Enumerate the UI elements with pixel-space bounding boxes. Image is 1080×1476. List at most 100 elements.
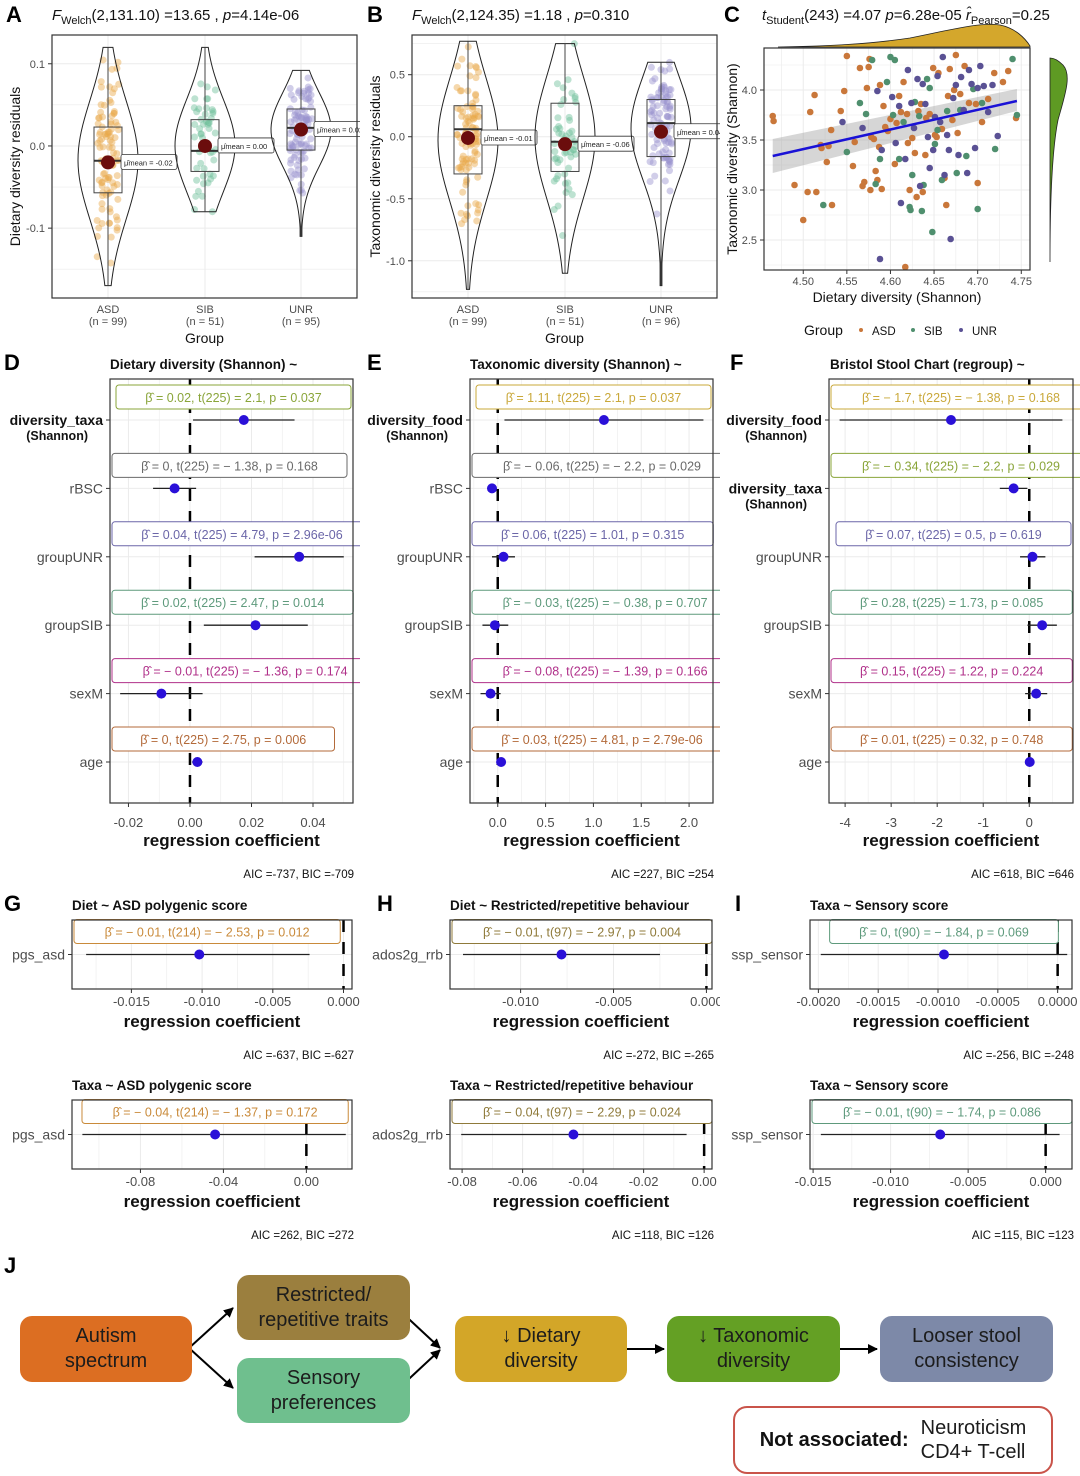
data-point [568, 133, 576, 141]
data-point [105, 143, 113, 151]
x-tick-label: 4.50 [793, 276, 814, 288]
y-axis-title: Taxonomic diversity (Shannon) [724, 63, 740, 254]
data-point [666, 102, 674, 110]
plot-border [809, 919, 1073, 990]
x-axis-title: regression coefficient [863, 831, 1040, 850]
stat-label-box [471, 589, 720, 615]
data-point [666, 65, 674, 73]
data-point [114, 126, 122, 134]
data-point [286, 84, 294, 92]
scatter-point-unr [980, 82, 988, 90]
data-point [649, 152, 657, 160]
model-fit-footer: AIC =-737, BIC =-709 [243, 869, 354, 881]
data-point [462, 210, 470, 218]
chart-title: Taxa ~ Restricted/repetitive behaviour [450, 1078, 694, 1093]
mean-label-box [313, 121, 360, 137]
data-point [566, 116, 574, 124]
data-point [650, 109, 658, 117]
data-point [564, 76, 572, 84]
confidence-band [772, 89, 1017, 173]
data-point [109, 179, 117, 187]
x-tick-label: ASD [97, 304, 120, 316]
data-point [653, 140, 661, 148]
data-point [664, 113, 672, 121]
data-point [103, 130, 111, 138]
stat-label-box [115, 384, 352, 410]
data-point [462, 155, 470, 163]
data-point [112, 213, 120, 221]
scatter-point-asd [942, 201, 950, 209]
scatter-point-asd [926, 110, 934, 118]
data-point [471, 110, 479, 118]
flow-node-stool-consistency: Looser stool consistency [880, 1316, 1053, 1382]
stat-label: β̂ = 0.03, t(225) = 4.81, p = 2.79e-06 [501, 733, 702, 747]
data-point [662, 87, 670, 95]
data-point [192, 192, 200, 200]
plot-border [449, 1099, 713, 1170]
chart-title: FWelch(2,131.10) =13.65 , p=4.14e-06 [52, 7, 299, 27]
data-point [107, 188, 115, 196]
data-point [660, 96, 668, 104]
scatter-point-sib [900, 118, 907, 126]
scatter-point-asd [799, 216, 807, 224]
scatter-point-unr [859, 124, 866, 132]
data-point [469, 111, 477, 119]
stat-label-box [471, 452, 720, 478]
scatter-point-asd [897, 108, 905, 116]
coefficient-point [496, 757, 507, 767]
x-tick-label: -0.005 [595, 994, 632, 1009]
stat-label-box [830, 589, 1073, 615]
data-point [94, 139, 102, 147]
data-point [194, 187, 202, 195]
data-point [204, 118, 212, 126]
scatter-point-sib [978, 99, 986, 107]
term-label: rBSC [430, 480, 463, 496]
data-point [295, 89, 303, 97]
mean-point-unr [654, 124, 668, 139]
x-tick-label: 0.000 [690, 994, 720, 1009]
scatter-point-asd [908, 134, 916, 142]
violin-sib [534, 43, 596, 274]
data-point [300, 165, 308, 173]
regression-line [772, 99, 1018, 158]
arrow-autism-to-sensory [188, 1347, 234, 1389]
x-tick-label: SIB [196, 304, 214, 316]
mean-label-box [673, 123, 720, 140]
x-tick-sublabel: (n = 99) [449, 316, 487, 328]
scatter-point-unr [924, 133, 932, 141]
scatter-point-unr [941, 171, 948, 179]
data-point [453, 131, 461, 139]
scatter-point-unr [897, 199, 905, 207]
data-point [197, 80, 205, 88]
data-point [208, 106, 216, 114]
scatter-point-asd [872, 167, 879, 175]
scatter-point-unr [936, 118, 944, 126]
coefficient-point [487, 483, 498, 494]
data-point [562, 189, 570, 197]
data-point [300, 147, 308, 155]
data-point [552, 154, 560, 162]
mean-label: μ̂mean = 0.02 [317, 126, 360, 135]
data-point [649, 103, 657, 111]
model-fit-footer: AIC =115, BIC =123 [972, 1230, 1074, 1242]
coefficient-point [598, 415, 609, 425]
data-point [468, 155, 476, 163]
data-point [471, 160, 479, 168]
data-point [558, 130, 566, 138]
stat-label: β̂ = 0, t(90) = − 1.84, p = 0.069 [859, 926, 1029, 940]
data-point [475, 113, 483, 121]
x-axis-title: Group [185, 330, 224, 346]
data-point [554, 202, 562, 210]
data-point [663, 112, 671, 120]
scatter-point-unr [876, 255, 884, 263]
data-point [662, 146, 670, 154]
scatter-point-asd [950, 86, 958, 94]
data-point [472, 63, 480, 71]
scatter-point-sib [862, 110, 870, 118]
data-point [663, 113, 671, 121]
scatter-point-asd [990, 69, 998, 77]
data-point [557, 100, 565, 108]
x-axis-title: regression coefficient [503, 831, 680, 850]
data-point [108, 65, 116, 73]
scatter-point-unr [916, 182, 924, 190]
